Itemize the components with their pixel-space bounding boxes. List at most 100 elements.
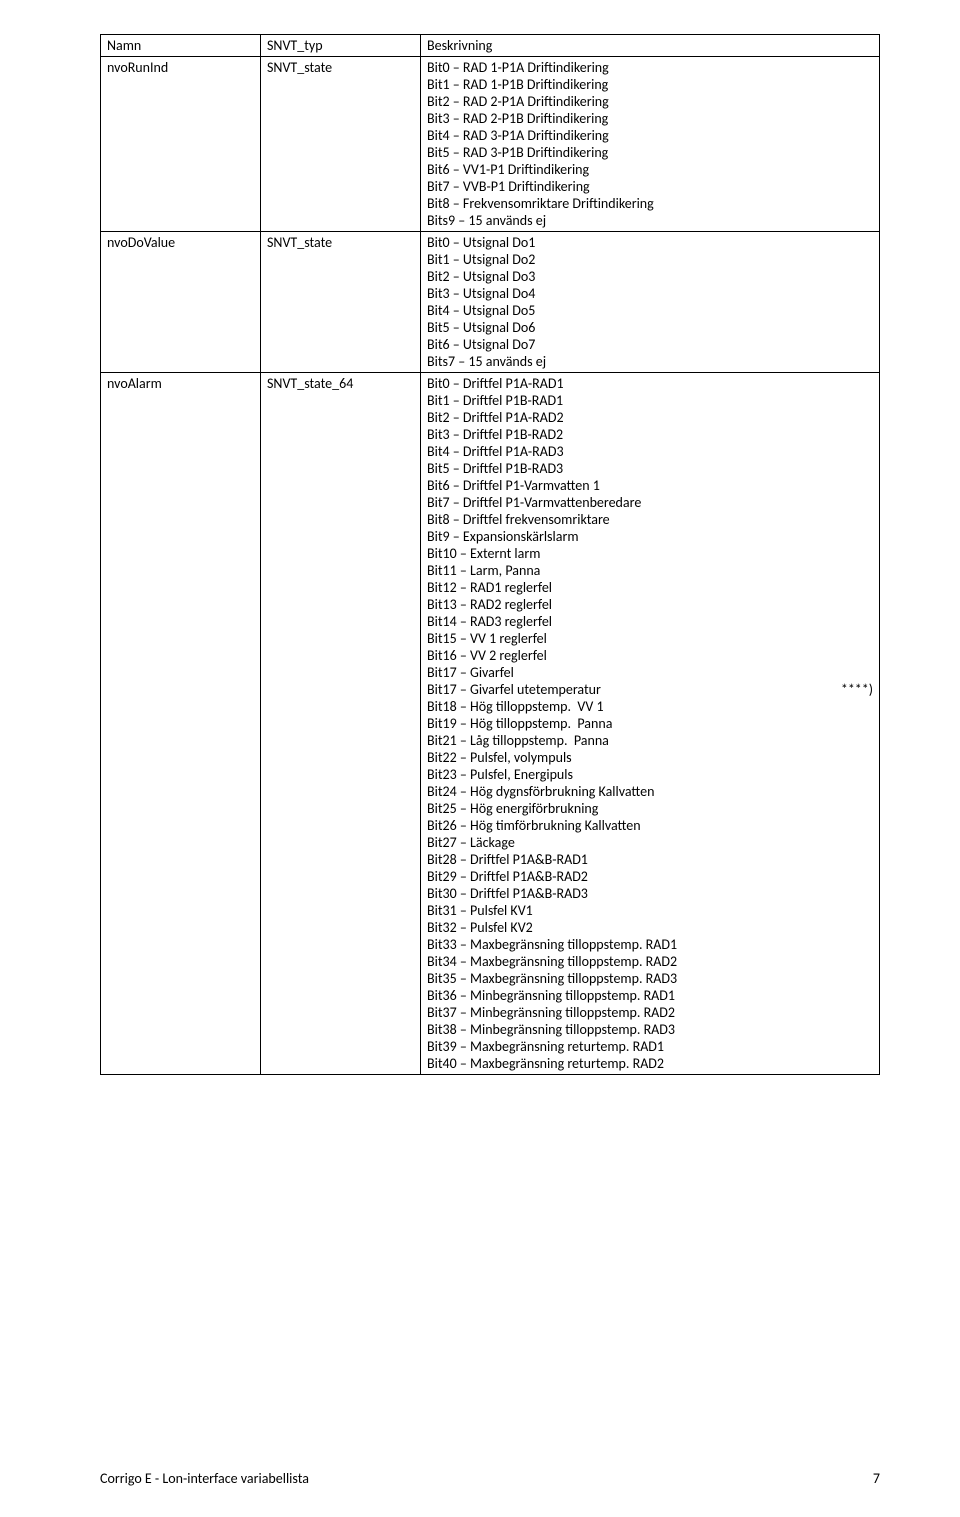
desc-text: Bit17 – Givarfel: [427, 664, 514, 681]
desc-line: Bit24 – Hög dygnsförbrukning Kallvatten: [427, 783, 873, 800]
desc-line: Bit26 – Hög timförbrukning Kallvatten: [427, 817, 873, 834]
cell-name: nvoAlarm: [101, 373, 261, 1075]
desc-line: Bit39 – Maxbegränsning returtemp. RAD1: [427, 1038, 873, 1055]
desc-text: Bit2 – RAD 2-P1A Driftindikering: [427, 93, 609, 110]
desc-line: Bit4 – Utsignal Do5: [427, 302, 873, 319]
cell-desc: Bit0 – Driftfel P1A-RAD1Bit1 – Driftfel …: [421, 373, 880, 1075]
desc-line: Bit5 – Utsignal Do6: [427, 319, 873, 336]
desc-text: Bit2 – Driftfel P1A-RAD2: [427, 409, 564, 426]
desc-line: Bit0 – Driftfel P1A-RAD1: [427, 375, 873, 392]
desc-text: Bit4 – Utsignal Do5: [427, 302, 535, 319]
desc-line: Bit5 – Driftfel P1B-RAD3: [427, 460, 873, 477]
desc-line: Bit14 – RAD3 reglerfel: [427, 613, 873, 630]
desc-text: Bit16 – VV 2 reglerfel: [427, 647, 547, 664]
desc-line: Bit16 – VV 2 reglerfel: [427, 647, 873, 664]
desc-line: Bit17 – Givarfel: [427, 664, 873, 681]
desc-text: Bit25 – Hög energiförbrukning: [427, 800, 598, 817]
desc-text: Bit3 – Utsignal Do4: [427, 285, 535, 302]
desc-line: Bit12 – RAD1 reglerfel: [427, 579, 873, 596]
footer-title: Corrigo E - Lon-interface variabellista: [100, 1470, 309, 1487]
desc-text: Bit12 – RAD1 reglerfel: [427, 579, 552, 596]
desc-line: Bit2 – Driftfel P1A-RAD2: [427, 409, 873, 426]
desc-text: Bit17 – Givarfel utetemperatur: [427, 681, 601, 698]
desc-line: Bit7 – VVB-P1 Driftindikering: [427, 178, 873, 195]
page-footer: Corrigo E - Lon-interface variabellista …: [100, 1470, 880, 1487]
desc-line: Bit1 – Utsignal Do2: [427, 251, 873, 268]
desc-text: Bit31 – Pulsfel KV1: [427, 902, 533, 919]
desc-text: Bit7 – Driftfel P1-Varmvattenberedare: [427, 494, 641, 511]
desc-text: Bits9 – 15 används ej: [427, 212, 546, 229]
desc-line: Bit3 – Driftfel P1B-RAD2: [427, 426, 873, 443]
desc-line: Bit28 – Driftfel P1A&B-RAD1: [427, 851, 873, 868]
desc-text: Bit3 – RAD 2-P1B Driftindikering: [427, 110, 608, 127]
desc-text: Bit28 – Driftfel P1A&B-RAD1: [427, 851, 588, 868]
desc-line: Bit17 – Givarfel utetemperatur ****): [427, 681, 873, 698]
desc-line: Bit6 – Utsignal Do7: [427, 336, 873, 353]
desc-line: Bits7 – 15 används ej: [427, 353, 873, 370]
desc-text: Bit37 – Minbegränsning tilloppstemp. RAD…: [427, 1004, 675, 1021]
desc-text: Bit8 – Frekvensomriktare Driftindikering: [427, 195, 654, 212]
desc-line: Bit25 – Hög energiförbrukning: [427, 800, 873, 817]
desc-line: Bit2 – RAD 2-P1A Driftindikering: [427, 93, 873, 110]
desc-line: Bit1 – RAD 1-P1B Driftindikering: [427, 76, 873, 93]
desc-line: Bit4 – RAD 3-P1A Driftindikering: [427, 127, 873, 144]
desc-text: Bit2 – Utsignal Do3: [427, 268, 535, 285]
desc-line: Bits9 – 15 används ej: [427, 212, 873, 229]
desc-text: Bit34 – Maxbegränsning tilloppstemp. RAD…: [427, 953, 677, 970]
desc-text: Bit22 – Pulsfel, volympuls: [427, 749, 572, 766]
desc-line: Bit33 – Maxbegränsning tilloppstemp. RAD…: [427, 936, 873, 953]
desc-line: Bit4 – Driftfel P1A-RAD3: [427, 443, 873, 460]
desc-line: Bit10 – Externt larm: [427, 545, 873, 562]
desc-text: Bit8 – Driftfel frekvensomriktare: [427, 511, 610, 528]
desc-line: Bit27 – Läckage: [427, 834, 873, 851]
desc-text: Bit33 – Maxbegränsning tilloppstemp. RAD…: [427, 936, 677, 953]
desc-line: Bit35 – Maxbegränsning tilloppstemp. RAD…: [427, 970, 873, 987]
page: Namn SNVT_typ Beskrivning nvoRunIndSNVT_…: [0, 0, 960, 1517]
desc-text: Bit30 – Driftfel P1A&B-RAD3: [427, 885, 588, 902]
desc-line: Bit40 – Maxbegränsning returtemp. RAD2: [427, 1055, 873, 1072]
desc-text: Bit6 – Driftfel P1-Varmvatten 1: [427, 477, 600, 494]
desc-line: Bit18 – Hög tilloppstemp. VV 1: [427, 698, 873, 715]
variable-table: Namn SNVT_typ Beskrivning nvoRunIndSNVT_…: [100, 34, 880, 1075]
cell-type: SNVT_state_64: [261, 373, 421, 1075]
desc-line: Bit37 – Minbegränsning tilloppstemp. RAD…: [427, 1004, 873, 1021]
desc-line: Bit8 – Frekvensomriktare Driftindikering: [427, 195, 873, 212]
desc-text: Bit5 – Utsignal Do6: [427, 319, 535, 336]
desc-text: Bit0 – RAD 1-P1A Driftindikering: [427, 59, 609, 76]
desc-line: Bit0 – Utsignal Do1: [427, 234, 873, 251]
desc-text: Bit18 – Hög tilloppstemp. VV 1: [427, 698, 604, 715]
desc-line: Bit11 – Larm, Panna: [427, 562, 873, 579]
desc-text: Bit26 – Hög timförbrukning Kallvatten: [427, 817, 641, 834]
desc-text: Bit36 – Minbegränsning tilloppstemp. RAD…: [427, 987, 675, 1004]
desc-line: Bit21 – Låg tilloppstemp. Panna: [427, 732, 873, 749]
desc-line: Bit6 – VV1-P1 Driftindikering: [427, 161, 873, 178]
table-row: nvoDoValueSNVT_stateBit0 – Utsignal Do1B…: [101, 232, 880, 373]
desc-line: Bit5 – RAD 3-P1B Driftindikering: [427, 144, 873, 161]
cell-type: SNVT_state: [261, 57, 421, 232]
desc-line: Bit36 – Minbegränsning tilloppstemp. RAD…: [427, 987, 873, 1004]
desc-line: Bit2 – Utsignal Do3: [427, 268, 873, 285]
desc-line: Bit29 – Driftfel P1A&B-RAD2: [427, 868, 873, 885]
desc-text: Bit32 – Pulsfel KV2: [427, 919, 533, 936]
desc-text: Bit5 – RAD 3-P1B Driftindikering: [427, 144, 608, 161]
desc-text: Bit6 – Utsignal Do7: [427, 336, 535, 353]
desc-line: Bit23 – Pulsfel, Energipuls: [427, 766, 873, 783]
desc-line: Bit1 – Driftfel P1B-RAD1: [427, 392, 873, 409]
cell-name: nvoRunInd: [101, 57, 261, 232]
desc-text: Bit14 – RAD3 reglerfel: [427, 613, 552, 630]
cell-desc: Bit0 – Utsignal Do1Bit1 – Utsignal Do2Bi…: [421, 232, 880, 373]
desc-text: Bit21 – Låg tilloppstemp. Panna: [427, 732, 609, 749]
desc-text: Bit9 – Expansionskärlslarm: [427, 528, 579, 545]
desc-line: Bit34 – Maxbegränsning tilloppstemp. RAD…: [427, 953, 873, 970]
desc-text: Bit35 – Maxbegränsning tilloppstemp. RAD…: [427, 970, 677, 987]
desc-line: Bit30 – Driftfel P1A&B-RAD3: [427, 885, 873, 902]
desc-text: Bit6 – VV1-P1 Driftindikering: [427, 161, 589, 178]
desc-text: Bit0 – Driftfel P1A-RAD1: [427, 375, 564, 392]
desc-text: Bit39 – Maxbegränsning returtemp. RAD1: [427, 1038, 664, 1055]
desc-text: Bits7 – 15 används ej: [427, 353, 546, 370]
desc-line: Bit22 – Pulsfel, volympuls: [427, 749, 873, 766]
desc-note: ****): [841, 681, 873, 698]
desc-text: Bit13 – RAD2 reglerfel: [427, 596, 552, 613]
cell-type: SNVT_state: [261, 232, 421, 373]
desc-text: Bit24 – Hög dygnsförbrukning Kallvatten: [427, 783, 654, 800]
